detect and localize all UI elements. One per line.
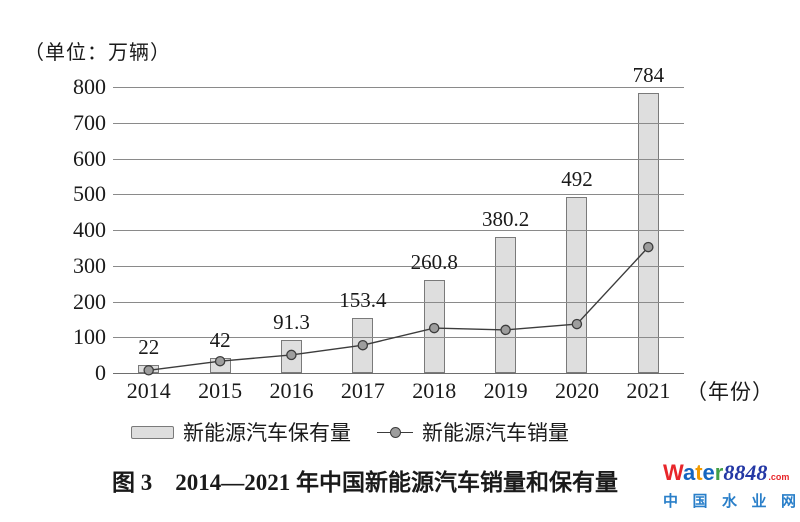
- line-marker: [143, 365, 154, 376]
- watermark-subtitle: 中国水业网: [663, 490, 796, 511]
- y-tick-label-400: 400: [73, 217, 106, 242]
- line-marker-swatch-icon: [377, 426, 413, 438]
- bar-value-label: 380.2: [481, 207, 530, 232]
- watermark-brand: Water 8848 .com: [663, 461, 796, 489]
- watermark-subtitle-char: 业: [751, 493, 767, 510]
- x-tick-label-2020: 2020: [554, 378, 599, 403]
- gridline-800: [113, 87, 684, 88]
- x-tick-label-2017: 2017: [340, 378, 385, 403]
- x-tick-label-2016: 2016: [269, 378, 314, 403]
- watermark-letter: W: [663, 460, 683, 485]
- bar-value-label: 260.8: [410, 249, 458, 274]
- bar-swatch-icon: [131, 425, 174, 439]
- watermark-letter: a: [682, 460, 696, 485]
- x-tick-label-2015: 2015: [198, 378, 243, 403]
- legend-item-bar-series: 新能源汽车保有量: [131, 417, 351, 447]
- y-tick-label-200: 200: [73, 288, 106, 314]
- line-marker: [214, 355, 226, 367]
- legend-item-line-series: 新能源汽车销量: [377, 417, 569, 447]
- gridline-100: [113, 337, 684, 339]
- y-tick-label-800: 800: [73, 74, 106, 99]
- gridline-600: [113, 158, 684, 160]
- gridline-500: [113, 194, 684, 196]
- x-tick-label-2014: 2014: [126, 378, 171, 403]
- bar-2020: [566, 197, 588, 373]
- line-marker: [571, 318, 583, 330]
- watermark-subtitle-char: 网: [780, 493, 796, 510]
- x-tick-label-2021: 2021: [626, 378, 671, 403]
- bar-value-label: 784: [632, 62, 665, 87]
- watermark-subtitle-char: 水: [721, 493, 737, 510]
- x-axis-unit-label: （年份）: [686, 380, 774, 404]
- watermark-subtitle-char: 国: [692, 493, 708, 510]
- y-tick-label-600: 600: [73, 145, 106, 171]
- gridline-200: [113, 301, 684, 303]
- figure-caption: 图 3 2014—2021 年中国新能源汽车销量和保有量: [112, 470, 618, 495]
- watermark-logo: Water 8848 .com 中国水业网: [663, 461, 796, 511]
- line-marker: [428, 322, 440, 334]
- watermark-brand-number: 8848: [723, 460, 768, 485]
- legend-bar-label: 新能源汽车保有量: [183, 421, 351, 445]
- gridline-300: [113, 265, 684, 267]
- bar-2019: [495, 237, 517, 373]
- y-tick-label-700: 700: [73, 109, 106, 135]
- line-marker: [286, 349, 297, 361]
- line-marker: [357, 339, 369, 351]
- line-marker: [500, 324, 511, 336]
- line-series-path: [148, 246, 649, 371]
- chart-legend: 新能源汽车保有量 新能源汽车销量: [0, 418, 700, 446]
- watermark-letter: r: [714, 460, 724, 485]
- line-series-layer: [113, 87, 684, 376]
- watermark-letter: e: [702, 460, 715, 485]
- bar-value-label: 492: [561, 167, 593, 192]
- y-tick-label-300: 300: [73, 252, 106, 278]
- line-marker: [643, 241, 654, 253]
- bar-value-label: 91.3: [273, 310, 310, 335]
- x-tick-label-2018: 2018: [412, 378, 457, 403]
- watermark-brand-word: Water: [663, 461, 723, 485]
- watermark-brand-tld: .com: [768, 472, 790, 482]
- bar-2021: [637, 92, 659, 373]
- legend-line-label: 新能源汽车销量: [422, 421, 569, 445]
- gridline-700: [113, 122, 684, 124]
- bar-value-label: 153.4: [339, 288, 387, 313]
- watermark-letter: t: [695, 460, 703, 485]
- watermark-subtitle-char: 中: [663, 493, 679, 510]
- gridline-0: [113, 373, 684, 374]
- y-tick-label-100: 100: [73, 324, 106, 350]
- bar-value-label: 42: [209, 327, 231, 352]
- x-tick-label-2019: 2019: [483, 378, 528, 403]
- y-tick-label-500: 500: [73, 181, 106, 207]
- gridline-400: [113, 230, 684, 231]
- y-tick-label-0: 0: [95, 360, 106, 385]
- y-axis-unit-label: （单位：万辆）: [24, 42, 171, 64]
- bar-value-label: 22: [138, 335, 160, 360]
